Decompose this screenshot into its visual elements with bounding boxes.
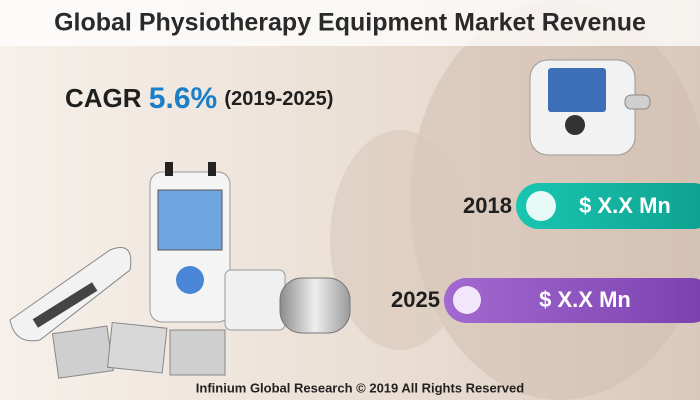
pill-dot: [453, 286, 481, 314]
cagr-value: 5.6%: [149, 82, 217, 115]
cagr-period: (2019-2025): [224, 88, 333, 110]
value-row: 2018 $ X.X Mn: [463, 183, 700, 229]
value-pill: [444, 278, 700, 323]
cagr-line: CAGR 5.6% (2019-2025): [65, 82, 333, 115]
footer: Infinium Global Research © 2019 All Righ…: [196, 380, 524, 395]
value-pill: [516, 183, 700, 229]
electrode-pads: [51, 321, 226, 379]
background-figure: [330, 130, 470, 350]
year-label: 2025: [391, 287, 440, 312]
year-label: 2018: [463, 193, 512, 218]
device-handheld: [9, 247, 132, 342]
value-label: $ X.X Mn: [539, 287, 631, 312]
device-tens: [149, 162, 231, 323]
cagr-label: CAGR: [65, 83, 142, 113]
device-top-right: [529, 59, 651, 156]
pill-dot: [526, 191, 556, 221]
value-row: 2025 $ X.X Mn: [391, 278, 700, 323]
title-band: [0, 0, 700, 46]
title: Global Physiotherapy Equipment Market Re…: [54, 9, 646, 37]
device-ultrasound: [224, 269, 351, 334]
value-label: $ X.X Mn: [579, 193, 671, 218]
